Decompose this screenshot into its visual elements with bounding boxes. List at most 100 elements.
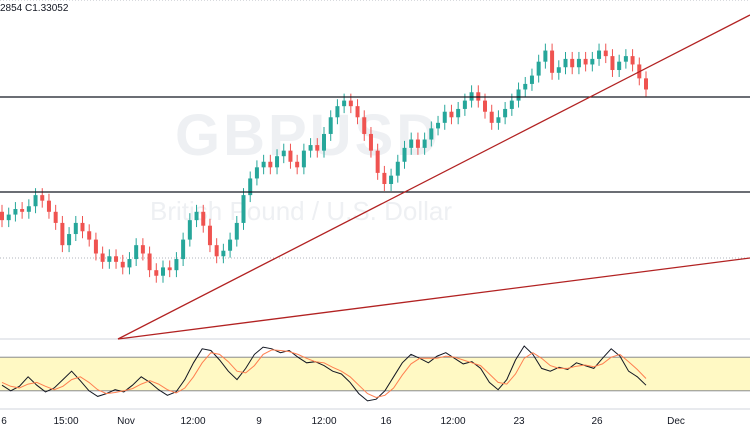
candle-body xyxy=(268,161,273,168)
watermark-description: British Pound / U.S. Dollar xyxy=(150,196,453,226)
candle-body xyxy=(570,58,575,68)
candle-body xyxy=(207,225,212,246)
candle-body xyxy=(395,161,400,176)
candle-body xyxy=(288,150,293,162)
candle-body xyxy=(335,106,340,118)
x-tick-label: 12:00 xyxy=(440,416,465,427)
candle-body xyxy=(187,220,192,240)
candle-body xyxy=(610,56,615,71)
candle-body xyxy=(194,211,199,221)
candle-body xyxy=(623,56,628,62)
ohlc-readout: 2854 C1.33052 xyxy=(0,3,69,14)
candle-body xyxy=(295,161,300,168)
candles-layer xyxy=(0,43,648,283)
candle-body xyxy=(20,209,25,212)
candle-body xyxy=(382,172,387,184)
x-tick-label: 12:00 xyxy=(311,416,336,427)
candle-body xyxy=(107,256,112,262)
candle-body xyxy=(617,61,622,71)
x-tick-label: 16 xyxy=(380,416,392,427)
candle-body xyxy=(93,239,98,254)
candle-body xyxy=(583,58,588,65)
candle-body xyxy=(328,117,333,134)
candle-body xyxy=(556,67,561,73)
candle-body xyxy=(87,231,92,240)
candle-body xyxy=(234,222,239,240)
x-tick-label: 12:00 xyxy=(180,416,205,427)
candle-body xyxy=(415,139,420,148)
candle-body xyxy=(543,50,548,62)
time-axis: 6 15:00 Nov 12:00 9 12:00 16 12:00 23 26 Dec xyxy=(1,416,685,427)
candle-body xyxy=(456,108,461,118)
candle-body xyxy=(409,139,414,148)
candle-body xyxy=(140,245,145,254)
candle-body xyxy=(516,89,521,101)
candle-body xyxy=(523,83,528,90)
candle-body xyxy=(13,209,18,215)
candle-body xyxy=(362,117,367,134)
candle-body xyxy=(248,178,253,196)
candle-body xyxy=(342,100,347,107)
candle-body xyxy=(127,259,132,268)
candle-body xyxy=(449,111,454,118)
candle-body xyxy=(275,156,280,168)
candle-body xyxy=(630,56,635,65)
candle-body xyxy=(590,58,595,65)
candle-body xyxy=(228,239,233,251)
candle-body xyxy=(214,245,219,257)
stochastic-pane xyxy=(0,345,750,402)
candle-body xyxy=(281,150,286,157)
candle-body xyxy=(576,58,581,68)
candle-body xyxy=(436,122,441,129)
candle-body xyxy=(53,211,58,223)
candle-body xyxy=(100,253,105,262)
candle-body xyxy=(201,211,206,226)
candle-body xyxy=(422,139,427,148)
x-tick-label: Nov xyxy=(117,416,135,427)
drawing-layer xyxy=(0,14,750,340)
candle-body xyxy=(348,100,353,107)
x-tick-label: 15:00 xyxy=(53,416,78,427)
candle-body xyxy=(442,111,447,123)
watermark-symbol: GBPUSD xyxy=(175,103,442,168)
grid-layer xyxy=(0,0,750,410)
x-tick-label: 6 xyxy=(1,416,7,427)
candle-body xyxy=(67,234,72,246)
shallow-trendline xyxy=(117,257,750,340)
candle-body xyxy=(509,100,514,109)
candle-body xyxy=(154,270,159,276)
candle-body xyxy=(368,133,373,151)
candle-body xyxy=(167,267,172,271)
candle-body xyxy=(462,100,467,109)
candle-body xyxy=(536,61,541,76)
candle-body xyxy=(241,195,246,223)
candle-body xyxy=(46,200,51,212)
x-tick-label: 9 xyxy=(256,416,262,427)
candle-body xyxy=(529,75,534,84)
candle-body xyxy=(261,161,266,168)
candle-body xyxy=(73,222,78,235)
candle-body xyxy=(603,50,608,57)
candle-body xyxy=(375,150,380,173)
candle-body xyxy=(322,133,326,151)
x-tick-label: 26 xyxy=(591,416,603,427)
candle-body xyxy=(563,58,568,68)
candle-body xyxy=(134,245,139,260)
candle-body xyxy=(120,261,125,268)
candle-body xyxy=(503,108,508,118)
candle-body xyxy=(597,50,602,59)
candle-body xyxy=(301,150,306,168)
candle-body xyxy=(308,145,313,151)
candle-body xyxy=(429,128,434,140)
candle-body xyxy=(114,256,119,262)
candle-body xyxy=(402,147,407,162)
candle-body xyxy=(496,117,501,123)
candle-body xyxy=(174,259,179,271)
candle-body xyxy=(315,145,320,151)
candle-body xyxy=(389,175,394,184)
candle-body xyxy=(254,167,259,179)
stoch-band xyxy=(0,357,750,391)
candle-body xyxy=(33,195,38,207)
